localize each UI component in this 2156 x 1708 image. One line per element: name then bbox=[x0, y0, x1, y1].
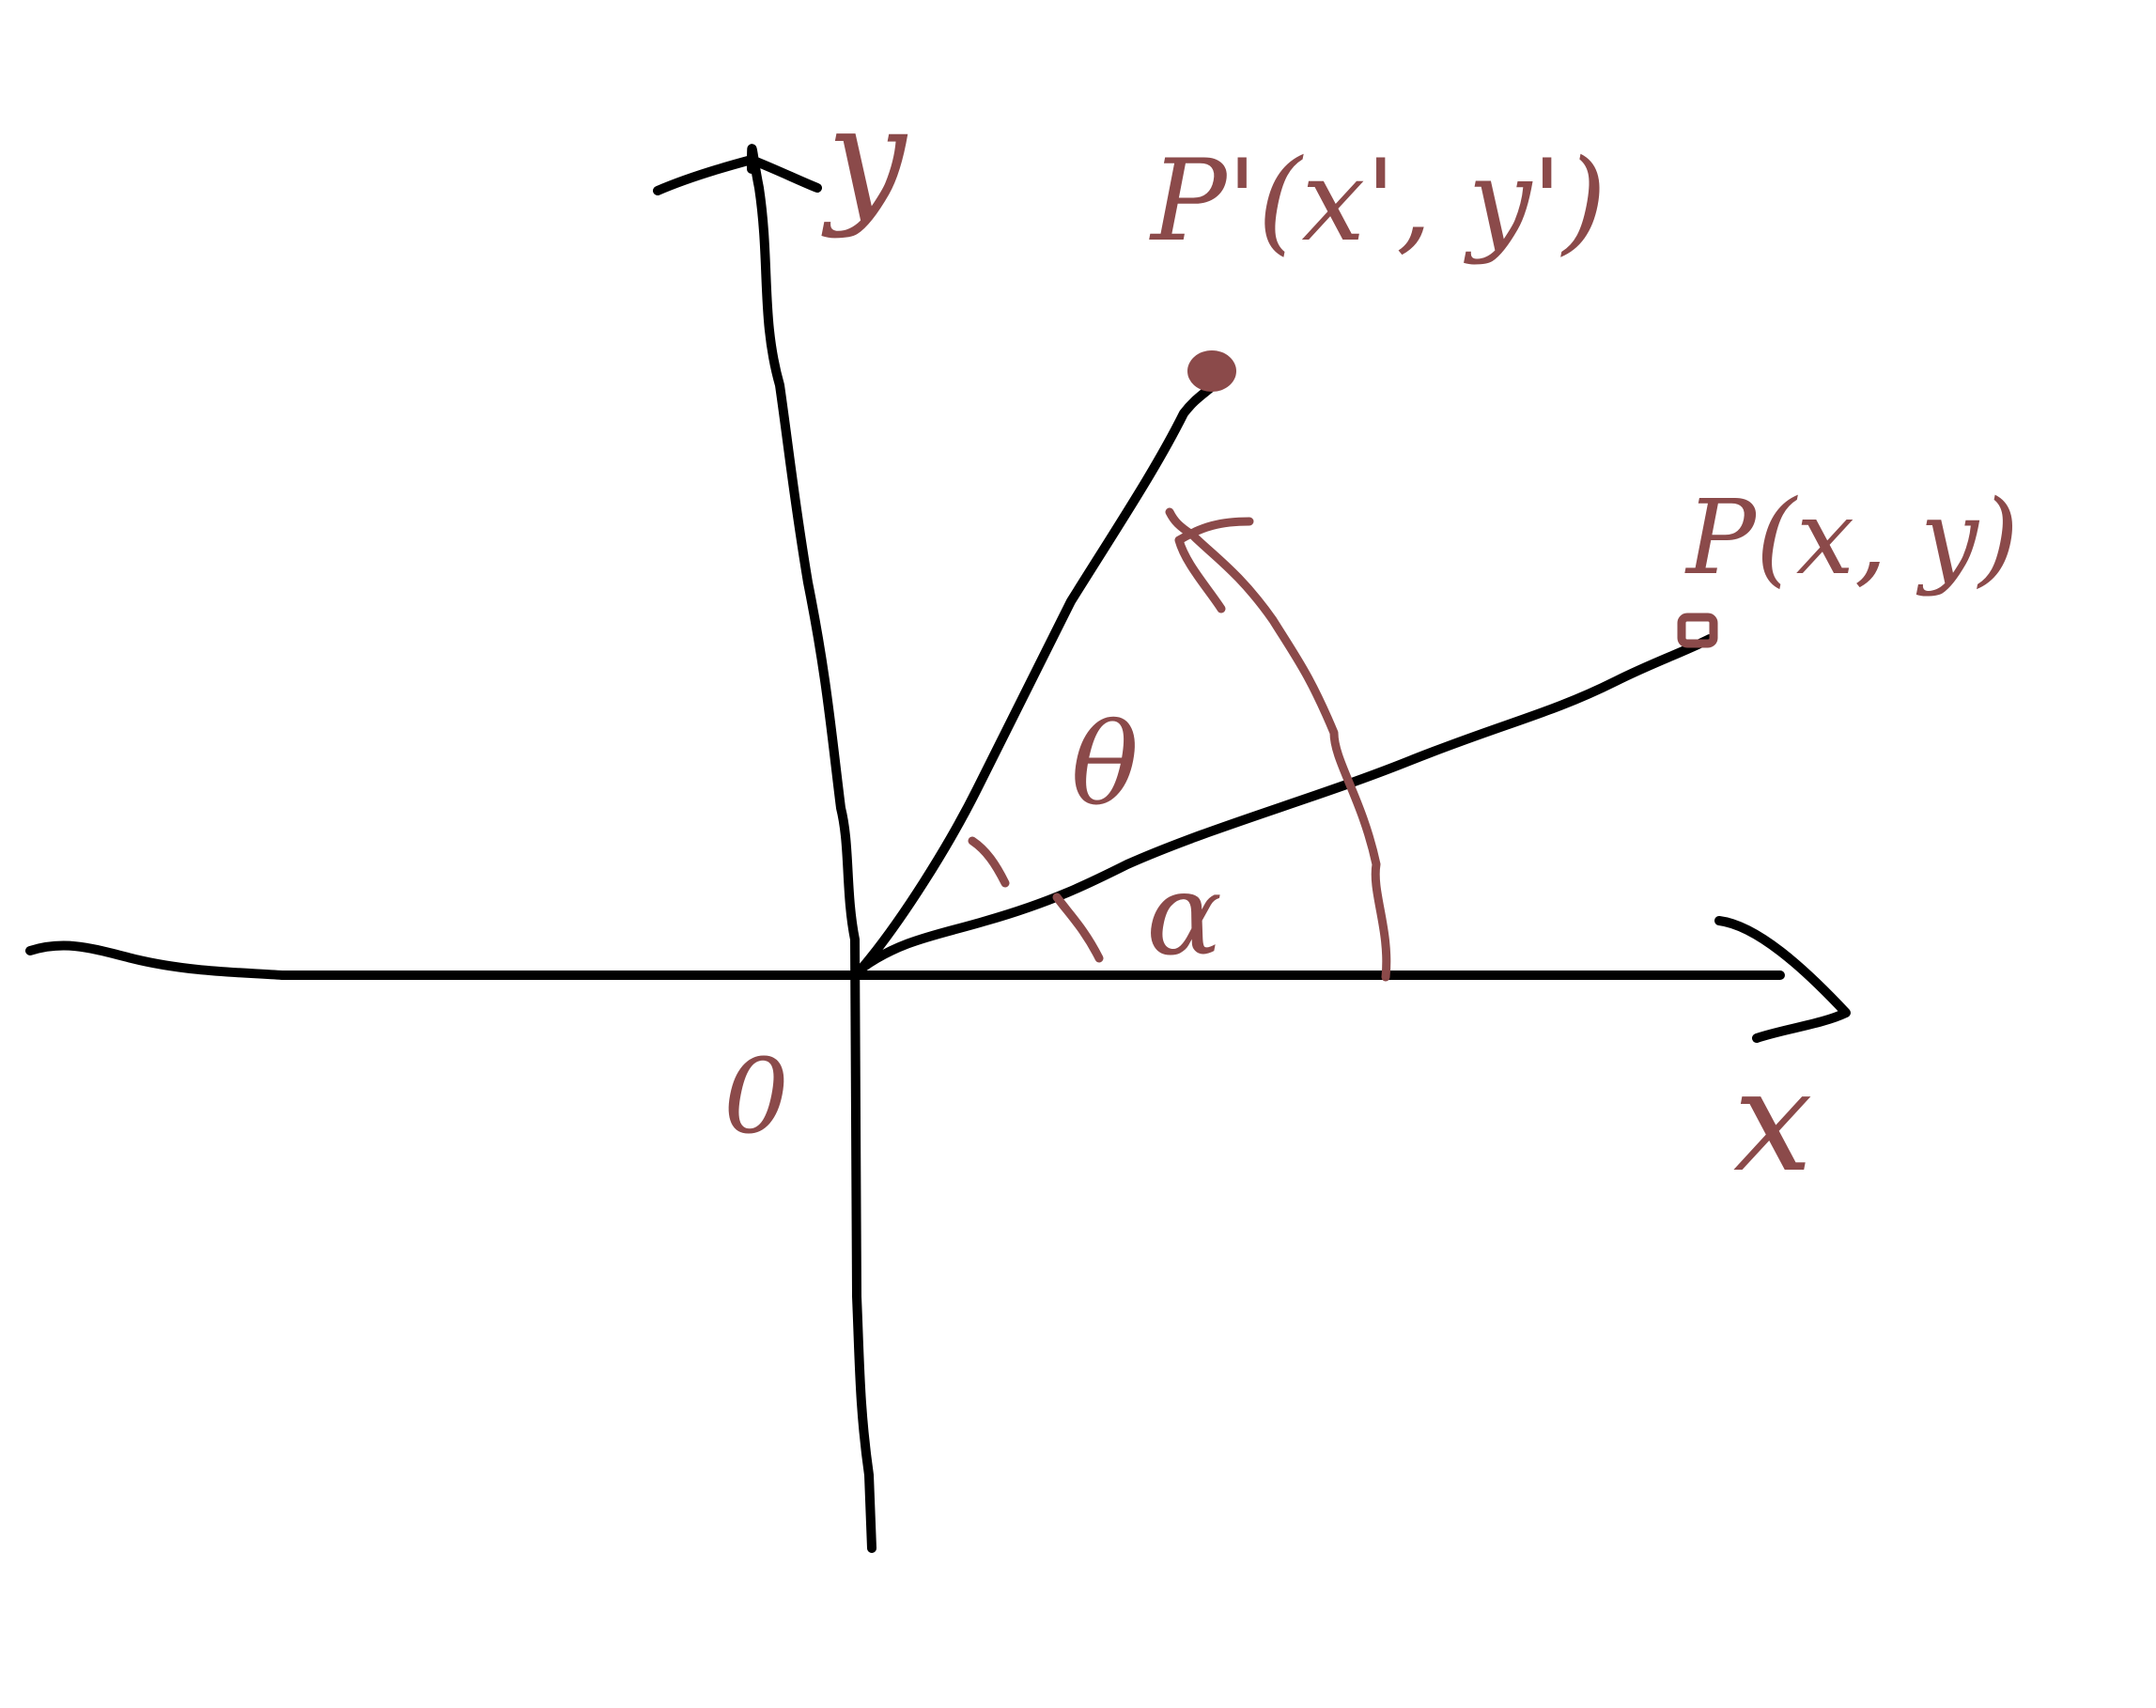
y-axis bbox=[747, 144, 876, 1553]
y-axis-label: y bbox=[821, 77, 908, 241]
y-axis-arrowhead bbox=[653, 155, 822, 195]
theta-arc-arrowhead bbox=[1174, 517, 1254, 613]
point-p-prime bbox=[1187, 350, 1236, 392]
point-p-label: P(x, y) bbox=[1684, 477, 2019, 598]
point-p bbox=[1677, 613, 1718, 648]
alpha-label: α bbox=[1146, 850, 1222, 981]
origin-label: 0 bbox=[723, 1036, 789, 1157]
theta-label: θ bbox=[1071, 700, 1139, 831]
point-p-prime-label: P'(x', y') bbox=[1149, 136, 1606, 267]
ray-op bbox=[858, 634, 1714, 972]
alpha-arc bbox=[968, 836, 1104, 963]
x-axis-label: x bbox=[1733, 1040, 1813, 1203]
x-axis-arrowhead bbox=[1714, 916, 1851, 1043]
x-axis bbox=[25, 940, 1785, 980]
ray-op-prime bbox=[858, 376, 1221, 972]
